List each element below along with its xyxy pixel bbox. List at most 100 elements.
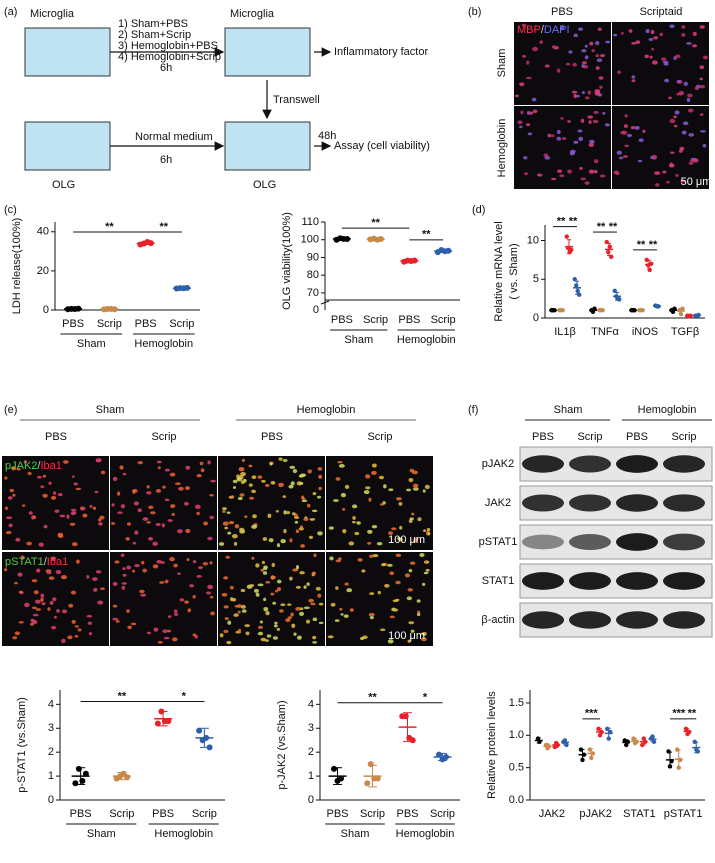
cell <box>404 573 410 578</box>
significance-label: *** <box>585 708 599 720</box>
cell <box>681 25 686 29</box>
cell <box>267 513 272 519</box>
cell <box>185 528 191 534</box>
cell <box>234 524 240 529</box>
cell <box>261 560 265 565</box>
cell <box>289 538 293 543</box>
stain-name: MBP <box>517 24 541 36</box>
data-point <box>331 765 337 772</box>
y-tick-label: 3 <box>48 722 54 734</box>
cell <box>67 635 73 640</box>
cell <box>244 624 251 628</box>
group-label: Sham <box>341 828 370 840</box>
cell <box>53 615 57 619</box>
cell <box>150 511 156 515</box>
cell <box>581 49 587 53</box>
cell <box>683 81 688 86</box>
cell <box>318 474 323 479</box>
cell <box>604 123 610 127</box>
data-point <box>609 254 614 259</box>
cell <box>524 172 528 176</box>
cell <box>699 25 705 29</box>
cell <box>293 632 297 636</box>
cell <box>694 86 699 91</box>
cell <box>577 27 584 31</box>
cell <box>595 66 600 70</box>
cell <box>262 537 268 541</box>
cell <box>395 580 401 585</box>
cell <box>255 563 260 568</box>
cell <box>308 598 314 603</box>
cell <box>662 60 669 64</box>
data-point <box>82 770 89 777</box>
cell <box>226 640 232 645</box>
significance-label: ** <box>597 221 606 233</box>
cell <box>262 571 268 575</box>
cell <box>289 576 293 581</box>
cell <box>312 641 318 644</box>
cell <box>171 512 175 517</box>
column-label: PBS <box>45 431 67 443</box>
cell <box>162 629 168 634</box>
group-label: Hemoglobin <box>397 334 456 346</box>
cell <box>270 480 276 485</box>
cell <box>117 491 121 496</box>
y-tick-label: 2 <box>308 746 314 758</box>
cell <box>700 130 707 133</box>
data-point <box>656 304 661 309</box>
cell <box>678 90 685 96</box>
significance-label: ** <box>118 690 127 702</box>
cell <box>550 177 557 181</box>
cell <box>239 493 245 497</box>
data-point <box>686 729 692 735</box>
cell <box>411 512 415 516</box>
cell <box>68 603 74 608</box>
scale-label: 50 μm <box>681 176 712 188</box>
x-tick-label: STAT1 <box>623 808 656 820</box>
treatment: 4) Hemoglobin+Scrip <box>118 51 221 63</box>
cell <box>167 615 172 618</box>
stain-name: pSTAT1 <box>5 556 44 568</box>
cell <box>406 596 412 601</box>
cell <box>146 491 152 495</box>
x-tick-label: PBS <box>326 808 348 820</box>
cell <box>253 588 259 593</box>
data-point <box>695 749 700 754</box>
cell <box>598 76 604 80</box>
cell <box>422 489 426 493</box>
column-label: Scrip <box>577 431 602 443</box>
cell <box>232 486 237 489</box>
cell <box>6 516 13 520</box>
panel-label: (e) <box>4 404 17 416</box>
y-tick-label: 90 <box>307 251 319 263</box>
cell <box>588 120 592 125</box>
data-point <box>196 727 203 734</box>
cell <box>421 631 427 636</box>
cell <box>680 179 686 184</box>
cell <box>424 484 430 490</box>
label: Transwell <box>273 94 320 106</box>
cell <box>527 132 533 136</box>
cell <box>56 608 60 613</box>
cell <box>660 57 667 61</box>
group-label: Hemoglobin <box>134 338 193 350</box>
cell <box>260 637 267 642</box>
data-point <box>692 739 697 744</box>
cell <box>40 485 45 488</box>
cell <box>676 80 682 83</box>
y-tick-label: 0.5 <box>509 762 524 774</box>
data-point <box>678 757 683 763</box>
cell <box>525 123 531 127</box>
x-tick-label: PBS <box>396 808 418 820</box>
data-point <box>411 257 418 264</box>
cell <box>317 531 323 536</box>
cell <box>596 58 603 63</box>
cell <box>202 561 209 566</box>
y-axis-label: LDH release(100%) <box>11 218 23 315</box>
cell <box>47 607 51 611</box>
cell <box>183 501 189 506</box>
cell <box>393 608 398 612</box>
cell <box>257 583 264 587</box>
significance-label: ** <box>609 221 618 233</box>
data-point <box>631 736 636 741</box>
